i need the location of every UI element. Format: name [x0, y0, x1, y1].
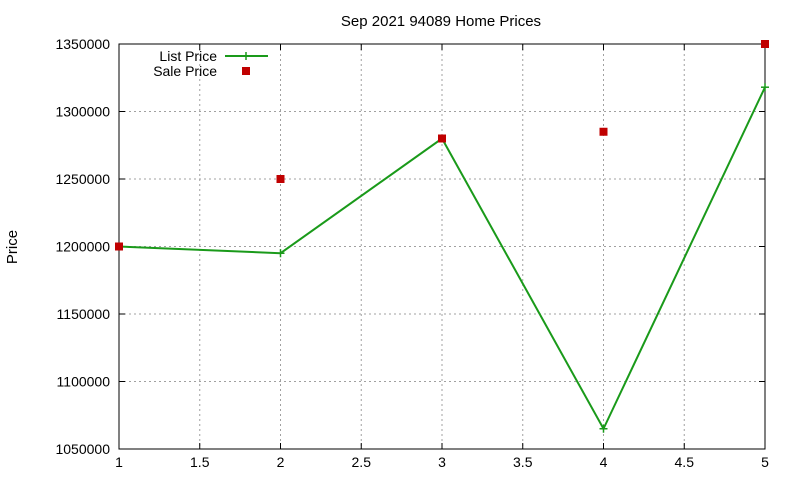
- y-tick-label: 1150000: [57, 306, 111, 322]
- x-tick-label: 5: [761, 454, 769, 470]
- legend-label: Sale Price: [153, 63, 217, 79]
- list-price-point: [761, 83, 769, 92]
- y-tick-label: 1250000: [55, 171, 110, 187]
- y-tick-label: 1350000: [55, 36, 110, 52]
- x-tick-label: 3: [438, 454, 446, 470]
- grid: [119, 44, 765, 449]
- x-tick-label: 2: [277, 454, 285, 470]
- sale-price-point: [276, 175, 285, 183]
- y-tick-label: 1050000: [55, 441, 110, 457]
- list-price-point: [599, 424, 608, 433]
- sale-price-point: [115, 242, 123, 251]
- y-axis-label: Price: [4, 230, 21, 264]
- series: [115, 40, 769, 433]
- legend-cross-sample: [242, 52, 250, 60]
- list-price-point: [276, 249, 285, 258]
- y-tick-label: 1100000: [57, 374, 111, 390]
- sale-price-point: [599, 127, 608, 136]
- legend-label: List Price: [159, 48, 217, 64]
- x-tick-label: 1: [115, 454, 123, 470]
- x-tick-label: 4: [600, 454, 608, 470]
- x-tick-label: 1.5: [190, 454, 210, 470]
- sale-price-point: [438, 134, 446, 143]
- x-tick-label: 2.5: [352, 454, 372, 470]
- sale-price-point: [761, 40, 769, 48]
- axes: 1 1.5 2 2.5 3 3.5 4 4.5 5 1050000 1100000 1150000 12…: [55, 36, 769, 470]
- legend-square-sample: [242, 67, 250, 75]
- y-tick-label: 1200000: [55, 239, 110, 255]
- x-tick-label: 4.5: [675, 454, 695, 470]
- x-tick-label: 3.5: [513, 454, 533, 470]
- chart-title: Sep 2021 94089 Home Prices: [341, 13, 541, 30]
- y-tick-label: 1300000: [55, 104, 110, 120]
